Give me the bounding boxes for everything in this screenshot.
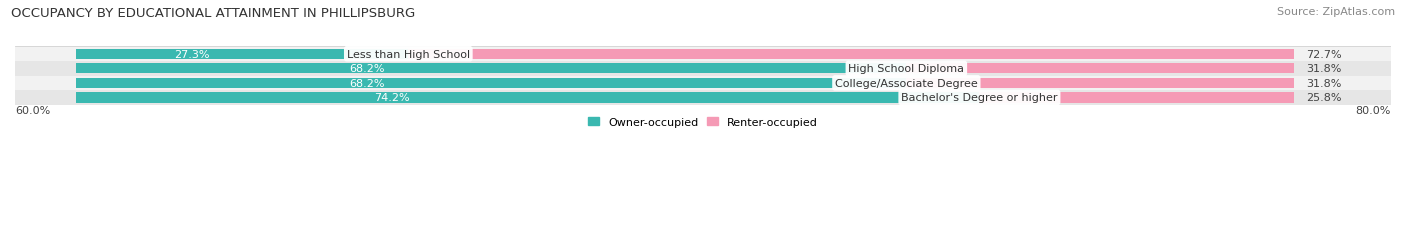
Text: High School Diploma: High School Diploma bbox=[848, 64, 965, 74]
Text: 74.2%: 74.2% bbox=[374, 93, 411, 103]
Text: 31.8%: 31.8% bbox=[1306, 79, 1341, 88]
Text: 27.3%: 27.3% bbox=[174, 49, 209, 60]
Bar bbox=[15, 62, 1391, 76]
Legend: Owner-occupied, Renter-occupied: Owner-occupied, Renter-occupied bbox=[583, 113, 823, 132]
Text: College/Associate Degree: College/Associate Degree bbox=[835, 79, 977, 88]
Bar bbox=[76, 79, 907, 89]
Bar bbox=[15, 76, 1391, 91]
Text: OCCUPANCY BY EDUCATIONAL ATTAINMENT IN PHILLIPSBURG: OCCUPANCY BY EDUCATIONAL ATTAINMENT IN P… bbox=[11, 7, 416, 20]
Bar bbox=[76, 49, 408, 60]
Bar bbox=[76, 93, 980, 103]
Bar bbox=[980, 93, 1294, 103]
Text: Source: ZipAtlas.com: Source: ZipAtlas.com bbox=[1277, 7, 1395, 17]
Text: 72.7%: 72.7% bbox=[1306, 49, 1341, 60]
Bar bbox=[907, 64, 1294, 74]
Bar bbox=[907, 79, 1294, 89]
Text: 25.8%: 25.8% bbox=[1306, 93, 1341, 103]
Text: 68.2%: 68.2% bbox=[349, 64, 384, 74]
Text: 68.2%: 68.2% bbox=[349, 79, 384, 88]
Text: Less than High School: Less than High School bbox=[347, 49, 470, 60]
Text: 60.0%: 60.0% bbox=[15, 105, 51, 115]
Bar bbox=[408, 49, 1294, 60]
Text: 80.0%: 80.0% bbox=[1355, 105, 1391, 115]
Bar bbox=[15, 47, 1391, 62]
Bar bbox=[15, 91, 1391, 105]
Text: Bachelor's Degree or higher: Bachelor's Degree or higher bbox=[901, 93, 1057, 103]
Bar bbox=[76, 64, 907, 74]
Text: 31.8%: 31.8% bbox=[1306, 64, 1341, 74]
